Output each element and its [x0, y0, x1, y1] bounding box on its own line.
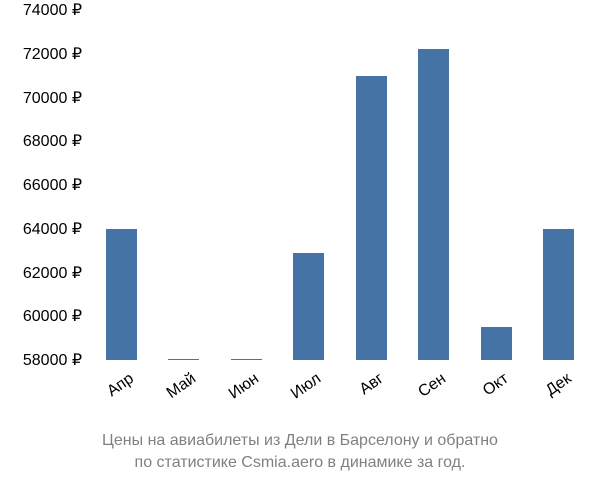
bar	[543, 229, 574, 360]
x-tick-label: Апр	[104, 370, 137, 401]
y-tick-label: 74000 ₽	[23, 0, 82, 20]
x-tick-label: Дек	[543, 370, 575, 400]
bar	[231, 359, 262, 360]
x-tick-label: Июл	[288, 370, 325, 403]
y-tick-label: 58000 ₽	[23, 350, 82, 370]
y-tick-label: 68000 ₽	[23, 131, 82, 151]
bar	[106, 229, 137, 360]
plot-area	[90, 10, 590, 360]
bar	[481, 327, 512, 360]
bar	[356, 76, 387, 360]
y-tick-label: 60000 ₽	[23, 306, 82, 326]
x-axis: Апр Май Июн Июл Авг Сен Окт Дек	[90, 365, 590, 425]
bar	[293, 253, 324, 360]
y-tick-label: 62000 ₽	[23, 263, 82, 283]
y-tick-label: 64000 ₽	[23, 219, 82, 239]
x-tick-label: Июн	[226, 370, 263, 403]
y-axis: 58000 ₽60000 ₽62000 ₽64000 ₽66000 ₽68000…	[0, 10, 90, 360]
x-tick-label: Авг	[357, 370, 388, 399]
y-tick-label: 66000 ₽	[23, 175, 82, 195]
bar	[418, 49, 449, 360]
chart-caption: Цены на авиабилеты из Дели в Барселону и…	[0, 430, 600, 475]
y-tick-label: 70000 ₽	[23, 88, 82, 108]
x-tick-label: Май	[164, 370, 200, 403]
price-chart: 58000 ₽ 60000 ₽ 62000 ₽ 64000 ₽ 66000 ₽ 68000…	[0, 0, 600, 500]
bar	[168, 359, 199, 360]
caption-line-2: по статистике Csmia.aero в динамике за г…	[135, 454, 466, 471]
y-tick-label: 72000 ₽	[23, 44, 82, 64]
x-tick-label: Сен	[416, 370, 450, 402]
x-tick-label: Окт	[480, 370, 512, 400]
caption-line-1: Цены на авиабилеты из Дели в Барселону и…	[102, 432, 498, 449]
